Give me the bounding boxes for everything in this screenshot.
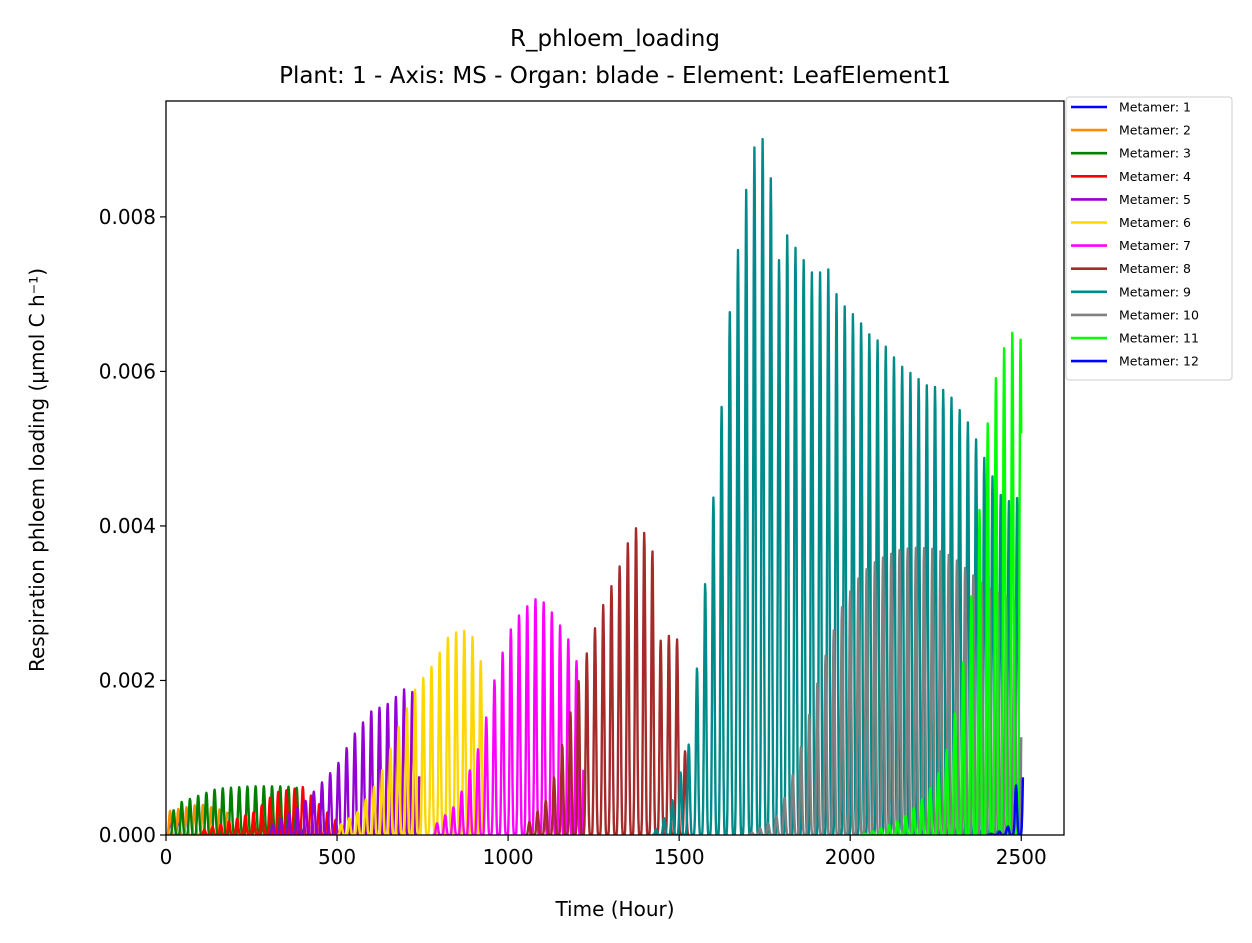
series-line-metamer-9: [650, 137, 1023, 835]
legend: Metamer: 1 Metamer: 2 Metamer: 3 Metamer: 4…: [1065, 96, 1233, 381]
x-tick-label: 1000: [483, 845, 534, 869]
chart-title: R_phloem_loading: [510, 26, 720, 52]
legend-label: Metamer: 7: [1119, 238, 1191, 253]
legend-label: Metamer: 4: [1119, 169, 1191, 184]
x-tick-label: 2000: [825, 845, 876, 869]
x-axis-label: Time (Hour): [554, 897, 674, 921]
legend-label: Metamer: 1: [1119, 100, 1191, 115]
legend-label: Metamer: 5: [1119, 192, 1191, 207]
legend-label: Metamer: 8: [1119, 261, 1191, 276]
series-line-metamer-7: [432, 598, 585, 835]
x-tick-label: 500: [318, 845, 356, 869]
y-axis-label: Respiration phloem loading (µmol C h⁻¹): [25, 268, 49, 672]
chart-subtitle: Plant: 1 - Axis: MS - Organ: blade - Ele…: [279, 63, 951, 89]
legend-label: Metamer: 3: [1119, 146, 1191, 161]
legend-label: Metamer: 11: [1119, 331, 1199, 346]
plot-frame: [165, 100, 1065, 836]
y-tick-label: 0.004: [99, 514, 156, 538]
series-line-metamer-8: [524, 527, 691, 835]
legend-label: Metamer: 9: [1119, 284, 1191, 299]
y-tick-label: 0.000: [99, 823, 156, 847]
y-tick-label: 0.006: [99, 359, 156, 383]
series-line-metamer-11: [859, 331, 1023, 835]
series-line-metamer-10: [746, 546, 1023, 835]
x-tick-label: 0: [160, 845, 173, 869]
y-tick-label: 0.008: [99, 205, 156, 229]
x-tick-label: 2500: [996, 845, 1047, 869]
y-tick-label: 0.002: [99, 668, 156, 692]
legend-label: Metamer: 2: [1119, 123, 1191, 138]
x-tick-label: 1500: [654, 845, 705, 869]
legend-frame: [1065, 96, 1233, 381]
legend-label: Metamer: 10: [1119, 307, 1199, 322]
legend-label: Metamer: 6: [1119, 215, 1191, 230]
ticks-layer: 0 500 1000 1500 2000 2500 0.000 0.002 0.004 0.006…: [99, 205, 1047, 869]
legend-label: Metamer: 12: [1119, 354, 1199, 369]
